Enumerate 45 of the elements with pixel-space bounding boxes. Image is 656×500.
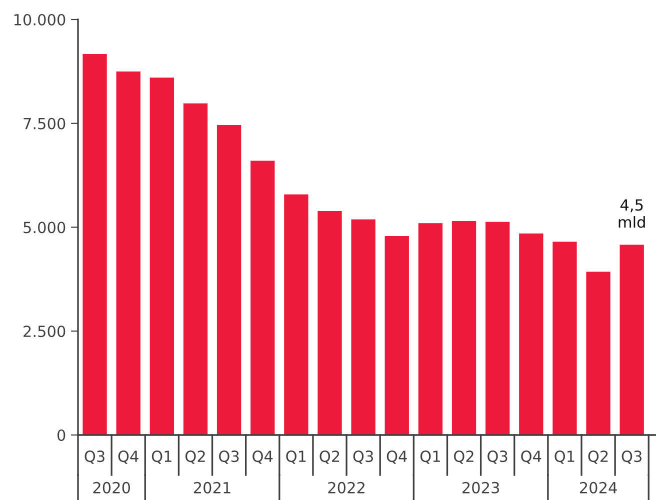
x-tick-label: Q4 bbox=[521, 450, 542, 464]
bar bbox=[250, 160, 275, 435]
x-tick-label: Q3 bbox=[219, 450, 239, 464]
x-tick-label: Q3 bbox=[622, 450, 642, 464]
bar bbox=[351, 219, 376, 435]
text: 2022 bbox=[328, 482, 364, 494]
text: 2020 bbox=[93, 482, 130, 494]
bar bbox=[418, 223, 443, 435]
bar bbox=[384, 236, 409, 435]
x-tick-label: Q4 bbox=[118, 450, 138, 464]
x-tick-label: Q3 bbox=[84, 450, 104, 464]
text: 2021 bbox=[194, 482, 230, 494]
bar bbox=[519, 233, 544, 435]
x-tick-label: Q1 bbox=[554, 450, 574, 464]
x-tick-label: Q4 bbox=[252, 450, 273, 464]
x-tick-label: Q1 bbox=[420, 450, 440, 464]
x-tick-label: Q3 bbox=[353, 450, 373, 464]
text: 2023 bbox=[462, 482, 500, 494]
y-tick-label: 0 bbox=[57, 429, 66, 442]
bar bbox=[216, 125, 242, 435]
bar bbox=[552, 242, 577, 435]
x-tick-label: Q1 bbox=[286, 450, 306, 464]
x-tick-label: Q2 bbox=[320, 450, 340, 464]
bar bbox=[586, 272, 610, 435]
bar bbox=[620, 244, 644, 435]
bar bbox=[150, 78, 174, 435]
y-tick-label: 10.000 bbox=[14, 14, 66, 26]
x-tick-label: Q1 bbox=[152, 450, 172, 464]
x-tick-label: Q2 bbox=[185, 450, 205, 464]
x-tick-label: Q2 bbox=[588, 450, 608, 464]
bar bbox=[116, 71, 140, 435]
bar bbox=[82, 54, 107, 435]
y-tick-label: 5.000 bbox=[24, 222, 66, 234]
annotation: 4,5 mld bbox=[618, 199, 645, 228]
x-tick-label: Q2 bbox=[454, 450, 474, 464]
x-tick-label: Q4 bbox=[386, 450, 407, 464]
bar bbox=[318, 211, 342, 435]
text: 2024 bbox=[580, 482, 617, 494]
bar bbox=[452, 221, 476, 435]
y-tick-label: 7.500 bbox=[24, 118, 66, 130]
bar bbox=[284, 194, 308, 435]
y-tick-label: 2.500 bbox=[24, 326, 66, 338]
bar bbox=[485, 222, 510, 435]
bar bbox=[183, 103, 208, 435]
x-tick-label: Q3 bbox=[488, 450, 508, 464]
